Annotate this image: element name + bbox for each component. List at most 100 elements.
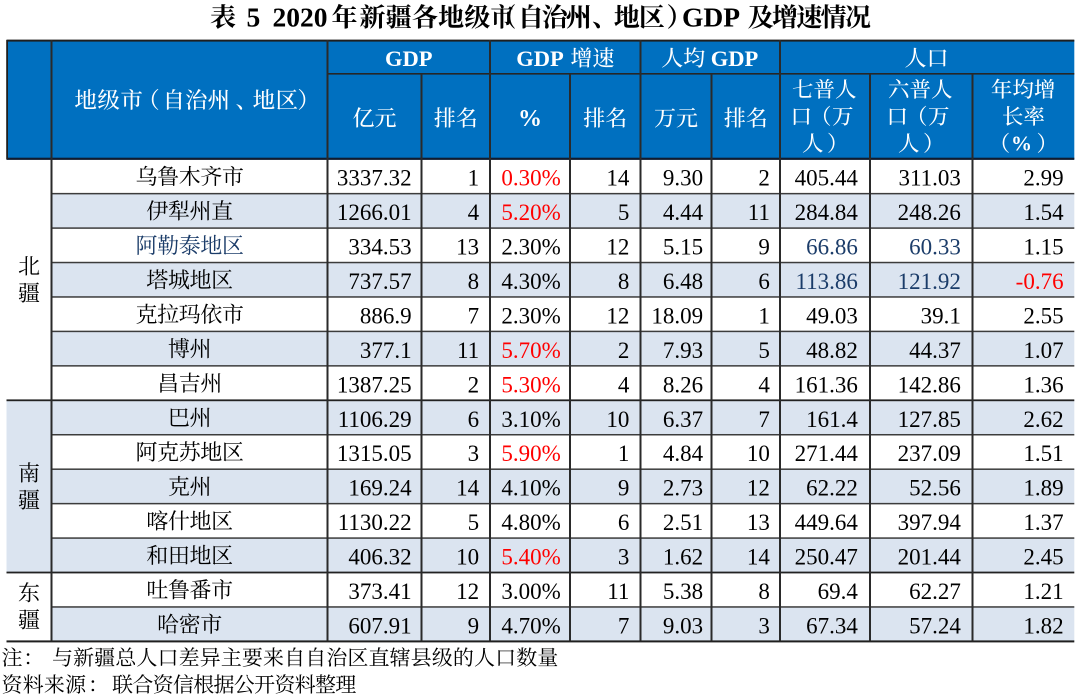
svg-text:2.30%: 2.30%: [501, 304, 560, 329]
svg-text:1: 1: [618, 441, 630, 466]
svg-text:2.55: 2.55: [1023, 304, 1063, 329]
svg-text:67.34: 67.34: [806, 614, 858, 639]
svg-text:GDP: GDP: [385, 46, 433, 71]
svg-text:10: 10: [606, 407, 629, 432]
svg-text:60.33: 60.33: [909, 235, 961, 260]
svg-text:6.37: 6.37: [663, 407, 703, 432]
svg-text:6: 6: [468, 407, 480, 432]
svg-text:127.85: 127.85: [898, 407, 961, 432]
svg-text:14: 14: [606, 166, 630, 191]
svg-text:377.1: 377.1: [360, 338, 412, 363]
svg-text:5.20%: 5.20%: [501, 200, 560, 225]
svg-text:1.89: 1.89: [1023, 476, 1063, 501]
svg-text:5: 5: [618, 200, 630, 225]
svg-text:7: 7: [618, 614, 630, 639]
svg-text:406.32: 406.32: [348, 545, 411, 570]
svg-text:5: 5: [468, 510, 480, 535]
svg-text:1.37: 1.37: [1023, 510, 1063, 535]
svg-text:2020: 2020: [273, 1, 328, 32]
svg-text:9.30: 9.30: [663, 166, 703, 191]
svg-text:12: 12: [456, 579, 479, 604]
svg-text:69.4: 69.4: [818, 579, 859, 604]
svg-text:5: 5: [758, 338, 770, 363]
svg-text:5.30%: 5.30%: [501, 372, 560, 397]
svg-text:7.93: 7.93: [663, 338, 703, 363]
svg-text:2.73: 2.73: [663, 476, 703, 501]
svg-text:62.27: 62.27: [909, 579, 961, 604]
svg-text:271.44: 271.44: [795, 441, 859, 466]
svg-text:373.41: 373.41: [348, 579, 411, 604]
svg-text:1.21: 1.21: [1023, 579, 1063, 604]
svg-text:5.38: 5.38: [663, 579, 703, 604]
svg-text:1315.05: 1315.05: [337, 441, 412, 466]
svg-text:66.86: 66.86: [806, 235, 858, 260]
svg-text:4.80%: 4.80%: [501, 510, 560, 535]
svg-text:57.24: 57.24: [909, 614, 961, 639]
svg-text:6: 6: [618, 510, 630, 535]
svg-text:3: 3: [758, 614, 770, 639]
svg-text:169.24: 169.24: [348, 476, 412, 501]
svg-text:11: 11: [457, 338, 479, 363]
svg-text:1130.22: 1130.22: [338, 510, 412, 535]
svg-text:161.4: 161.4: [806, 407, 858, 432]
svg-text:12: 12: [606, 235, 629, 260]
svg-text:405.44: 405.44: [795, 166, 859, 191]
svg-text:4: 4: [618, 372, 630, 397]
svg-text:237.09: 237.09: [898, 441, 961, 466]
svg-text:4.84: 4.84: [663, 441, 704, 466]
svg-text:5.40%: 5.40%: [501, 545, 560, 570]
svg-text:397.94: 397.94: [898, 510, 962, 535]
svg-text:3: 3: [468, 441, 480, 466]
svg-text:GDP: GDP: [682, 1, 740, 32]
svg-text:8: 8: [758, 579, 770, 604]
svg-text:1.15: 1.15: [1023, 235, 1063, 260]
svg-text:1387.25: 1387.25: [337, 372, 412, 397]
svg-text:3337.32: 3337.32: [337, 166, 412, 191]
svg-text:1.07: 1.07: [1023, 338, 1063, 363]
svg-text:2.99: 2.99: [1023, 166, 1063, 191]
svg-text:9.03: 9.03: [663, 614, 703, 639]
svg-text:13: 13: [747, 510, 770, 535]
svg-text:49.03: 49.03: [806, 304, 858, 329]
svg-text:4.30%: 4.30%: [501, 269, 560, 294]
svg-text:4.70%: 4.70%: [501, 614, 560, 639]
svg-text:11: 11: [748, 200, 770, 225]
svg-text:161.36: 161.36: [795, 372, 858, 397]
svg-text:13: 13: [456, 235, 479, 260]
svg-text:334.53: 334.53: [348, 235, 411, 260]
svg-text:GDP: GDP: [711, 46, 759, 71]
svg-text:9: 9: [468, 614, 480, 639]
svg-text:2: 2: [618, 338, 630, 363]
svg-text:1: 1: [468, 166, 480, 191]
svg-text:48.82: 48.82: [806, 338, 858, 363]
svg-text:62.22: 62.22: [806, 476, 858, 501]
svg-text:9: 9: [618, 476, 630, 501]
svg-text:0.30%: 0.30%: [501, 166, 560, 191]
svg-text:12: 12: [606, 304, 629, 329]
svg-text:1.54: 1.54: [1023, 200, 1064, 225]
svg-text:18.09: 18.09: [651, 304, 703, 329]
svg-text:2.45: 2.45: [1023, 545, 1063, 570]
svg-text:GDP: GDP: [516, 46, 564, 71]
svg-text:39.1: 39.1: [921, 304, 961, 329]
svg-text:201.44: 201.44: [898, 545, 962, 570]
svg-text:6: 6: [758, 269, 770, 294]
svg-text:3.10%: 3.10%: [501, 407, 560, 432]
svg-text:11: 11: [607, 579, 629, 604]
svg-text:1.82: 1.82: [1023, 614, 1063, 639]
svg-text:5.70%: 5.70%: [501, 338, 560, 363]
svg-text:121.92: 121.92: [898, 269, 961, 294]
svg-text:3.00%: 3.00%: [501, 579, 560, 604]
svg-text:4.10%: 4.10%: [501, 476, 560, 501]
svg-text:8: 8: [468, 269, 480, 294]
svg-text:4: 4: [468, 200, 480, 225]
svg-text:14: 14: [456, 476, 480, 501]
svg-text:142.86: 142.86: [898, 372, 961, 397]
svg-text:%: %: [1011, 132, 1032, 156]
svg-text:1106.29: 1106.29: [338, 407, 412, 432]
svg-text:4: 4: [758, 372, 770, 397]
svg-text:113.86: 113.86: [795, 269, 857, 294]
svg-text:886.9: 886.9: [360, 304, 412, 329]
svg-text:-0.76: -0.76: [1016, 269, 1064, 294]
svg-text:7: 7: [758, 407, 770, 432]
